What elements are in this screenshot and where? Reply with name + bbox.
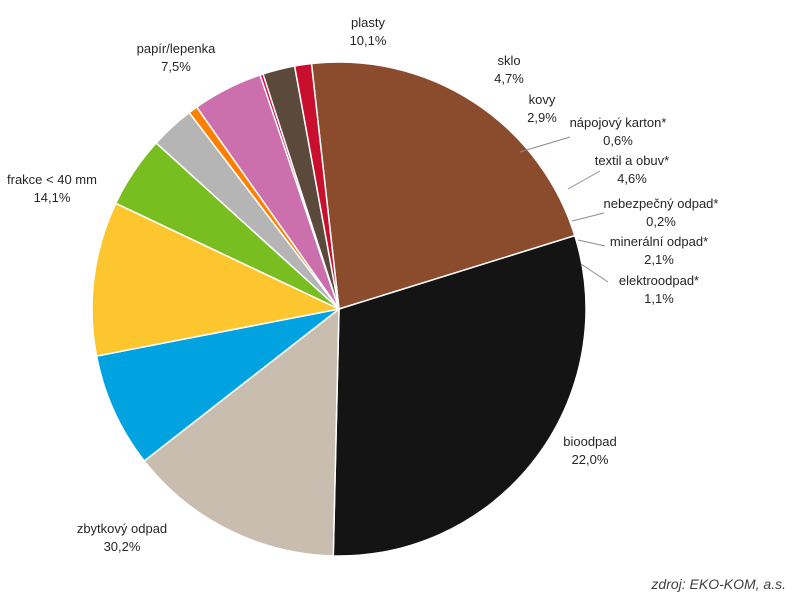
slice-name: textil a obuv* <box>595 153 669 168</box>
slice-percent: 4,7% <box>494 71 524 86</box>
pie-slice-papir-lepenka <box>95 308 340 462</box>
slice-name: zbytkový odpad <box>77 521 167 536</box>
slice-name: papír/lepenka <box>137 41 217 56</box>
data-label-bioodpad: bioodpad 22,0% <box>563 434 617 467</box>
slice-percent: 4,6% <box>617 171 647 186</box>
leader-line-elektroodpad <box>580 263 609 283</box>
data-label-frakce-40-mm: frakce < 40 mm 14,1% <box>7 172 97 205</box>
slice-percent: 0,6% <box>603 133 633 148</box>
data-label-elektroodpad: elektroodpad* 1,1% <box>619 273 699 306</box>
data-label-zbytkovy-odpad: zbytkový odpad 30,2% <box>77 521 167 554</box>
data-label-papir-lepenka: papír/lepenka 7,5% <box>137 41 217 74</box>
slice-name: plasty <box>351 15 385 30</box>
slice-name: minerální odpad* <box>610 234 708 249</box>
slice-percent: 30,2% <box>104 539 141 554</box>
slice-percent: 14,1% <box>34 190 71 205</box>
leader-line-textil-a-obuv <box>567 170 601 190</box>
data-label-textil-a-obuv: textil a obuv* 4,6% <box>595 153 669 186</box>
slice-percent: 2,9% <box>527 110 557 125</box>
data-label-mineralni-odpad: minerální odpad* 2,1% <box>610 234 708 267</box>
slice-name: kovy <box>529 92 556 107</box>
slice-name: nápojový karton* <box>570 115 667 130</box>
pie-slice-plasty <box>91 202 342 357</box>
data-label-plasty: plasty 10,1% <box>350 15 387 48</box>
pie-slice-zbytkovy-odpad <box>332 234 587 557</box>
data-label-kovy: kovy 2,9% <box>527 92 557 125</box>
slice-percent: 7,5% <box>161 59 191 74</box>
data-label-sklo: sklo 4,7% <box>494 53 524 86</box>
data-label-nebezpecny-odpad: nebezpečný odpad* 0,2% <box>604 196 719 229</box>
pie-slice-elektroodpad <box>293 62 340 310</box>
leader-line-mineralni-odpad <box>577 239 606 247</box>
pie-slice-bioodpad <box>310 61 576 310</box>
slice-name: elektroodpad* <box>619 273 699 288</box>
leader-line-nebezpecny-odpad <box>571 212 605 222</box>
leader-line-napojovy-karton <box>519 136 571 153</box>
source-note: zdroj: EKO-KOM, a.s. <box>651 576 786 592</box>
slice-name: bioodpad <box>563 434 617 449</box>
slice-name: nebezpečný odpad* <box>604 196 719 211</box>
slice-name: sklo <box>497 53 520 68</box>
slice-percent: 22,0% <box>572 452 609 467</box>
slice-percent: 1,1% <box>644 291 674 306</box>
slice-percent: 2,1% <box>644 252 674 267</box>
pie-slice-frakce-40-mm <box>143 307 340 557</box>
data-label-napojovy-karton: nápojový karton* 0,6% <box>570 115 667 148</box>
slice-name: frakce < 40 mm <box>7 172 97 187</box>
slice-percent: 10,1% <box>350 33 387 48</box>
slice-percent: 0,2% <box>646 214 676 229</box>
